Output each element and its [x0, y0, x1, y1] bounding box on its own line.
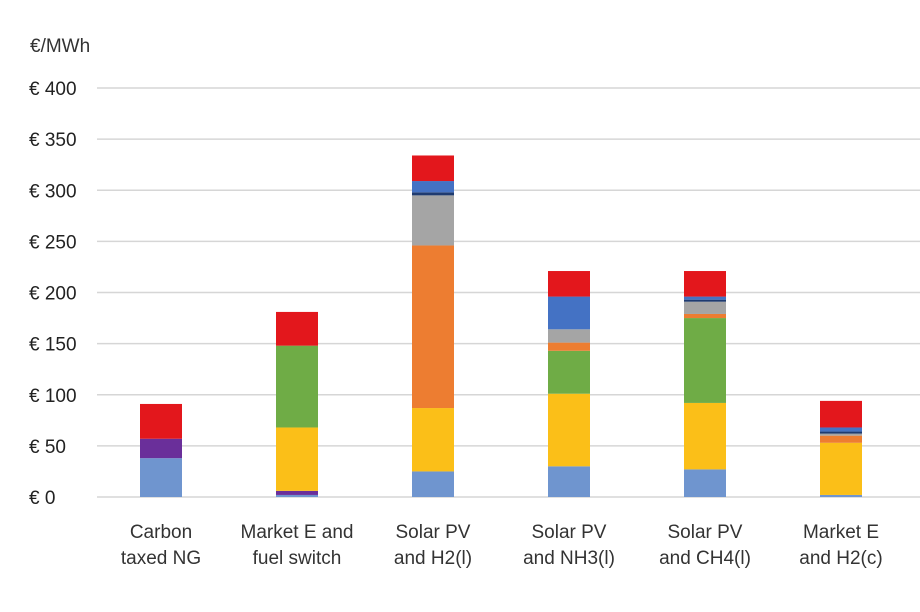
- bar-segment: [820, 427, 862, 432]
- bar-segment: [548, 342, 590, 351]
- y-tick-labels: € 0 € 50 € 100 € 150 € 200 € 250 € 300 € 350 € 4…: [29, 79, 77, 509]
- bar-segment: [276, 345, 318, 428]
- category-label: Solar PV and H2(l): [394, 522, 472, 569]
- bar-segment: [276, 494, 318, 497]
- bar-segment: [412, 195, 454, 246]
- bar-segment: [548, 393, 590, 467]
- bar-segment: [820, 494, 862, 497]
- y-tick-label: € 100: [29, 386, 77, 407]
- bar-segment: [684, 313, 726, 319]
- bar-segment: [684, 318, 726, 403]
- bar-segment: [140, 438, 182, 459]
- y-tick-label: € 300: [29, 181, 77, 202]
- bar-segment: [684, 299, 726, 302]
- bar-segment: [412, 471, 454, 497]
- bar-segment: [820, 433, 862, 436]
- category-label: Market E and fuel switch: [241, 522, 354, 569]
- y-tick-label: € 350: [29, 130, 77, 151]
- bar-segment: [548, 271, 590, 297]
- bar-segment: [548, 466, 590, 497]
- bar-segment: [276, 311, 318, 346]
- bar-segment: [684, 271, 726, 297]
- y-tick-label: € 200: [29, 284, 77, 305]
- bar-segment: [412, 408, 454, 472]
- bar-segment: [820, 442, 862, 495]
- category-label: Carbon taxed NG: [121, 522, 201, 569]
- bar-segment: [820, 400, 862, 428]
- bar-segment: [140, 458, 182, 497]
- bar-segment: [412, 192, 454, 196]
- y-tick-label: € 400: [29, 79, 77, 100]
- bar-segment: [412, 245, 454, 409]
- bar-segment: [684, 296, 726, 300]
- category-labels: Carbon taxed NG Market E and fuel switch Sol…: [121, 522, 883, 569]
- bar-segment: [820, 435, 862, 443]
- y-tick-label: € 50: [29, 437, 66, 458]
- category-label: Solar PV and NH3(l): [523, 522, 615, 569]
- y-tick-label: € 0: [29, 488, 55, 509]
- bar-segment: [548, 350, 590, 394]
- y-tick-label: € 250: [29, 232, 77, 253]
- bars: [140, 155, 862, 497]
- y-unit-label: €/MWh: [30, 36, 90, 57]
- bar-segment: [276, 427, 318, 491]
- bar-segment: [820, 431, 862, 434]
- bar-segment: [412, 155, 454, 182]
- bar-segment: [548, 329, 590, 343]
- bar-segment: [684, 402, 726, 470]
- bar-segment: [276, 490, 318, 495]
- bar-segment: [548, 296, 590, 330]
- gridlines: [97, 87, 920, 498]
- bar-segment: [684, 301, 726, 314]
- y-tick-label: € 150: [29, 335, 77, 356]
- bar-segment: [684, 469, 726, 497]
- bar-segment: [140, 403, 182, 439]
- category-label: Solar PV and CH4(l): [659, 522, 751, 569]
- bar-segment: [412, 181, 454, 193]
